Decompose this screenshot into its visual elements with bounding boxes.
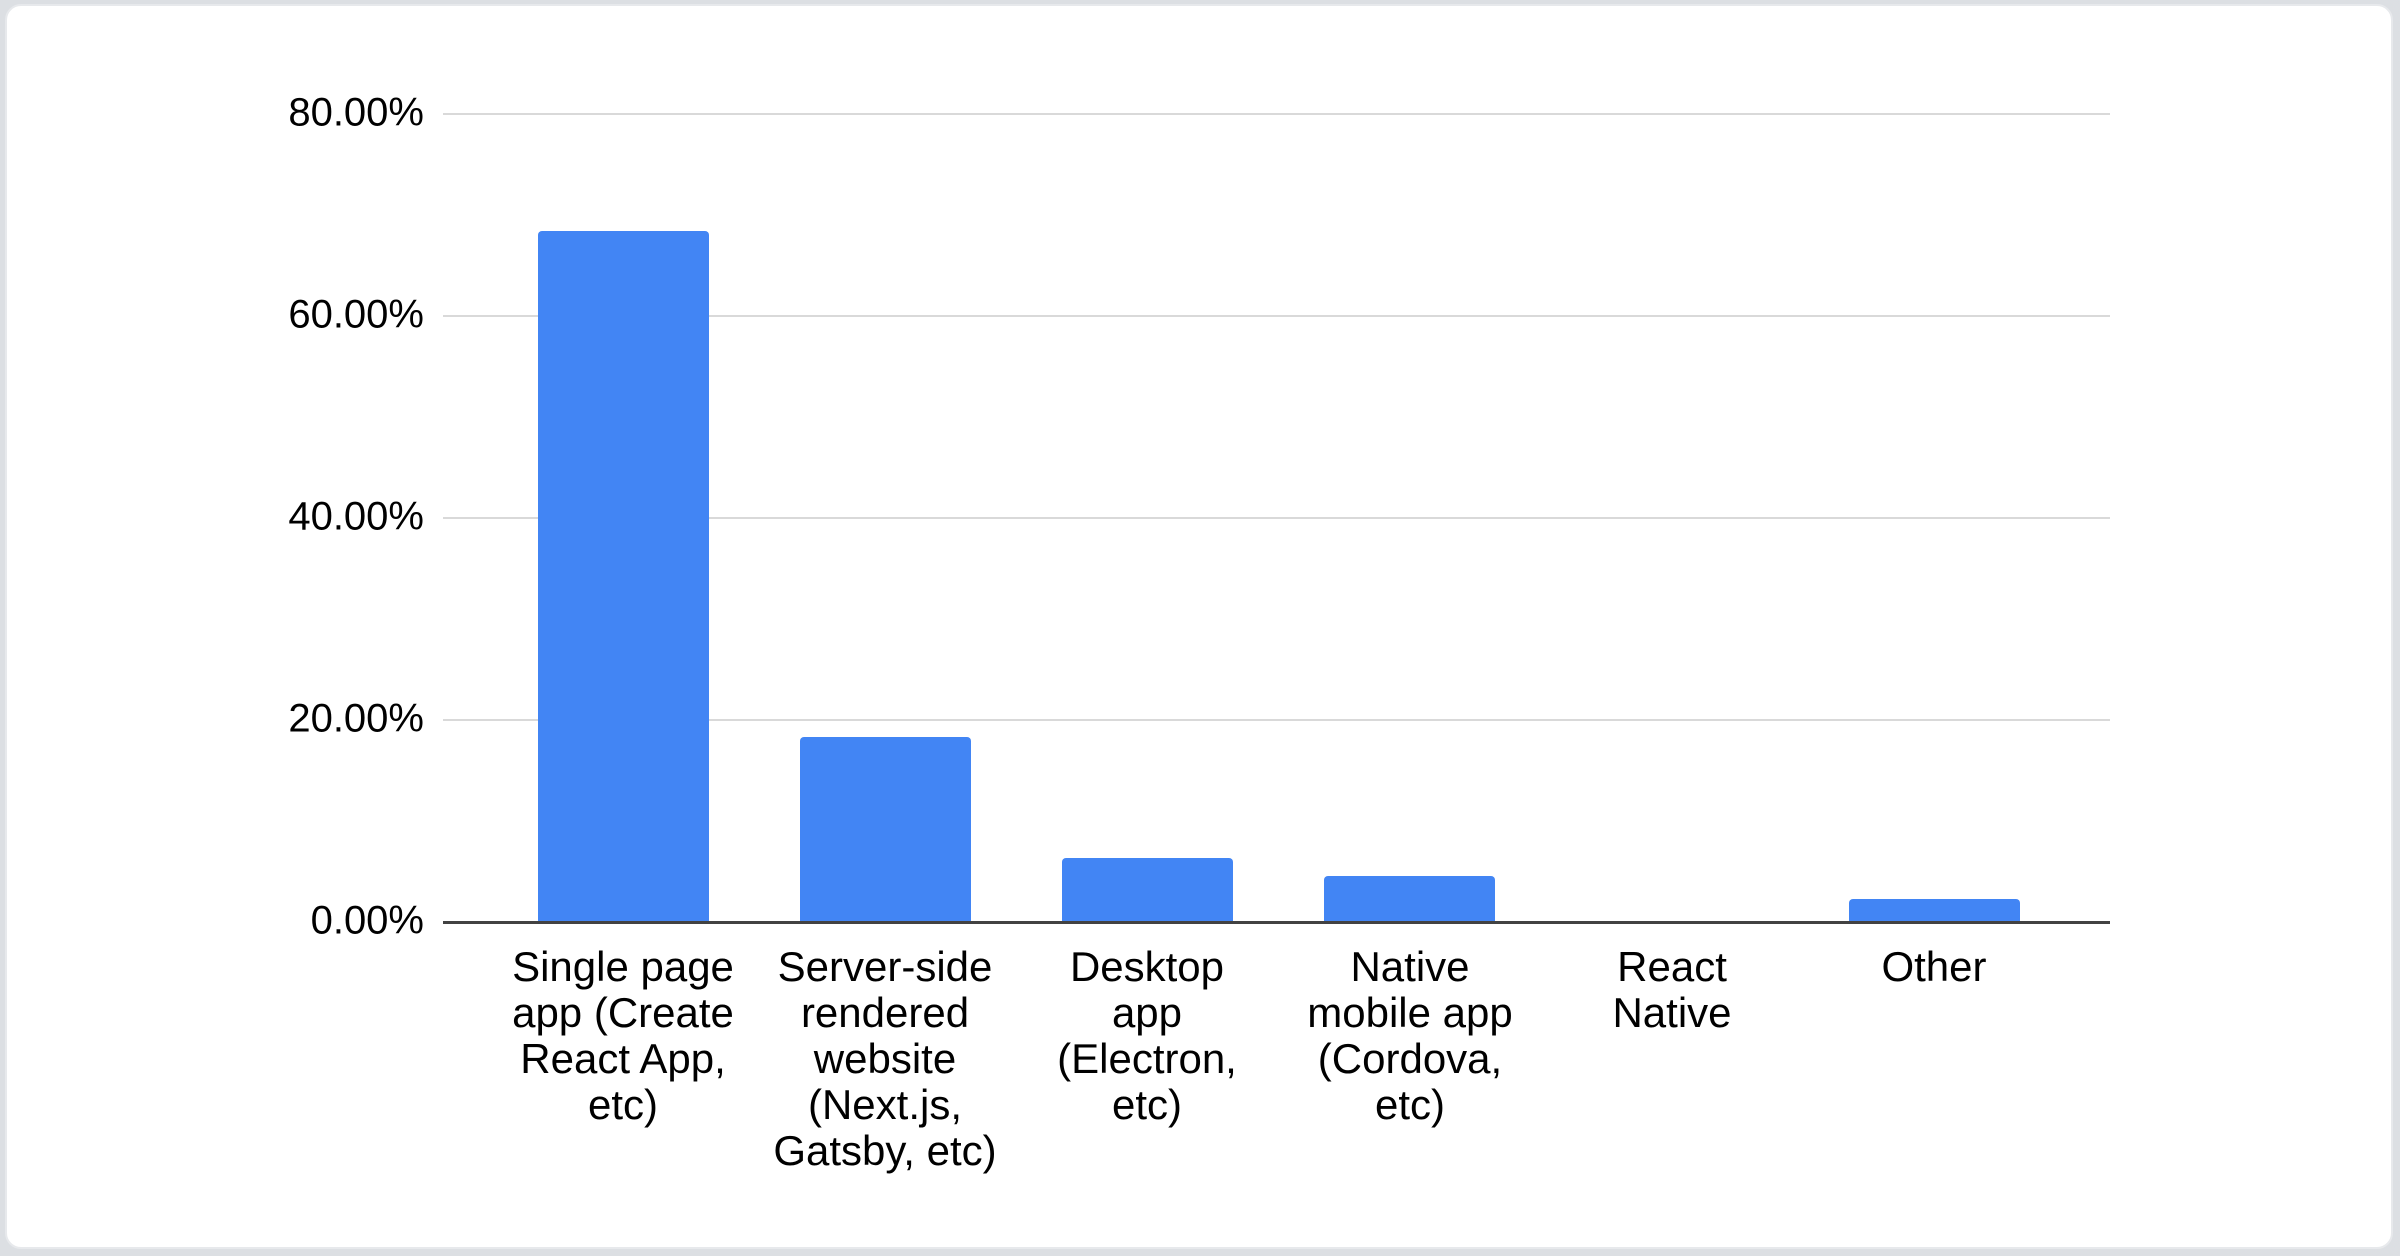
gridline xyxy=(443,719,2110,721)
category-label: Server-side rendered website (Next.js, G… xyxy=(773,943,997,1174)
y-tick-label: 80.00% xyxy=(288,90,424,135)
bar xyxy=(538,231,709,922)
bar xyxy=(1324,876,1495,922)
y-tick-label: 60.00% xyxy=(288,292,424,337)
category-label: React Native xyxy=(1612,943,1732,1036)
category-label: Other xyxy=(1881,943,1987,990)
category-label: Single page app (Create React App, etc) xyxy=(512,943,734,1128)
gridline xyxy=(443,315,2110,317)
gridline xyxy=(443,113,2110,115)
x-axis-line xyxy=(443,921,2110,924)
y-tick-label: 20.00% xyxy=(288,696,424,741)
bar xyxy=(1849,899,2020,922)
category-label: Native mobile app (Cordova, etc) xyxy=(1307,943,1513,1128)
category-label: Desktop app (Electron, etc) xyxy=(1057,943,1237,1128)
chart-card xyxy=(5,4,2393,1249)
bar xyxy=(800,737,971,922)
y-tick-label: 0.00% xyxy=(310,898,424,943)
gridline xyxy=(443,517,2110,519)
bar xyxy=(1062,858,1233,922)
y-tick-label: 40.00% xyxy=(288,494,424,539)
